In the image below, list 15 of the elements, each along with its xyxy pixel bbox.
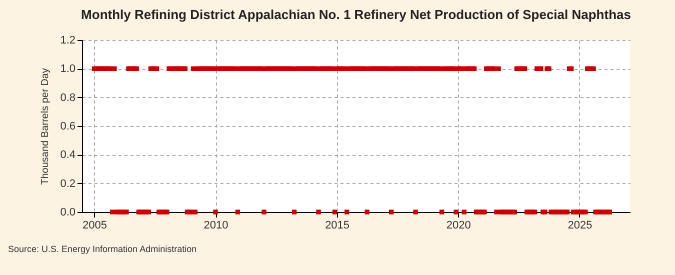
x-tick-label: 2020 <box>446 220 471 232</box>
chart-title: Monthly Refining District Appalachian No. 1 Refinery Net Production of Special Naphthas <box>81 7 631 22</box>
x-tick-label: 2025 <box>568 220 592 232</box>
y-tick-label: 0.6 <box>60 120 76 132</box>
source-note: Source: U.S. Energy Information Administration <box>8 244 197 254</box>
y-tick-label: 0.2 <box>60 178 76 190</box>
y-tick-label: 0.4 <box>60 149 76 162</box>
y-axis-title: Thousand Barrels per Day <box>40 68 52 185</box>
x-tick-label: 2015 <box>325 220 350 232</box>
x-tick-label: 2010 <box>204 220 228 232</box>
x-tick-label: 2005 <box>82 220 107 232</box>
y-tick-label: 0.0 <box>60 206 76 218</box>
y-tick-label: 1.0 <box>60 63 76 76</box>
y-tick-label: 1.2 <box>60 34 76 46</box>
y-tick-label: 0.8 <box>60 92 76 104</box>
